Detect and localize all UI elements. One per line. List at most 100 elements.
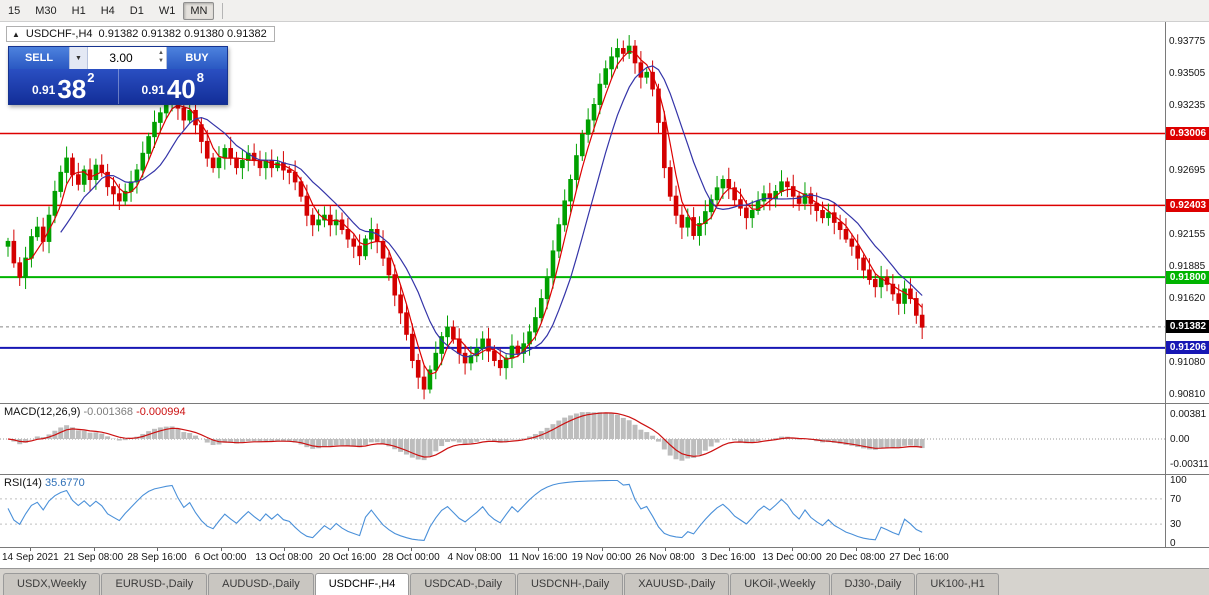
sell-price-prefix: 0.91 — [31, 83, 56, 97]
timeframe-button-m30[interactable]: M30 — [35, 4, 57, 17]
macd-axis: 0.00381 0.00 -0.00311 — [1165, 404, 1209, 474]
macd-name: MACD(12,26,9) — [4, 406, 81, 418]
price-flag-0.92403[interactable]: 0.92403 — [1166, 198, 1209, 212]
time-tick-mark — [665, 548, 666, 551]
time-tick-label: 28 Oct 00:00 — [382, 552, 440, 563]
rsi-tick: 0 — [1170, 538, 1176, 549]
timeframe-button-d1[interactable]: D1 — [129, 4, 144, 17]
volume-input[interactable] — [88, 47, 166, 69]
time-tick-label: 13 Oct 08:00 — [255, 552, 313, 563]
timeframe-button-w1[interactable]: W1 — [158, 4, 176, 17]
spin-down-icon[interactable]: ▼ — [158, 58, 164, 65]
chart-symbol-label: USDCHF-,H4 — [25, 28, 93, 40]
time-tick-mark — [538, 548, 539, 551]
chart-tab-uk100-h1[interactable]: UK100-,H1 — [916, 573, 999, 595]
time-tick-mark — [855, 548, 857, 551]
toolbar-separator — [222, 2, 224, 19]
time-tick-label: 21 Sep 08:00 — [63, 552, 124, 563]
macd-tick: -0.00311 — [1170, 459, 1209, 470]
chevron-down-icon: ▼ — [75, 54, 82, 62]
buy-button[interactable]: BUY — [167, 47, 227, 69]
chart-tab-xauusd-daily[interactable]: XAUUSD-,Daily — [624, 573, 730, 595]
time-tick-label: 27 Dec 16:00 — [889, 552, 949, 563]
price-flag-0.91206[interactable]: 0.91206 — [1166, 341, 1209, 355]
buy-price-prefix: 0.91 — [141, 83, 165, 97]
rsi-tick: 30 — [1170, 519, 1182, 531]
macd-histogram — [11, 412, 925, 461]
time-tick-label: 28 Sep 16:00 — [127, 552, 187, 563]
time-tick-mark — [792, 548, 793, 551]
time-tick-label: 4 Nov 08:00 — [447, 552, 502, 563]
candlestick-series — [5, 35, 925, 400]
time-tick-label: 13 Dec 00:00 — [762, 552, 822, 563]
chart-tab-usdx-weekly[interactable]: USDX,Weekly — [3, 573, 101, 595]
chart-tab-audusd-daily[interactable]: AUDUSD-,Daily — [208, 573, 314, 595]
volume-stepper[interactable]: ▲ ▼ — [158, 49, 164, 66]
price-tick: 0.90810 — [1169, 389, 1206, 400]
main-chart-panel[interactable]: ▲ USDCHF-,H4 0.91382 0.91382 0.91380 0.9… — [0, 22, 1209, 403]
rsi-label: RSI(14) 35.6770 — [4, 477, 85, 489]
chart-title-bar[interactable]: ▲ USDCHF-,H4 0.91382 0.91382 0.91380 0.9… — [6, 26, 275, 42]
chart-tab-usdcnh-daily[interactable]: USDCNH-,Daily — [516, 573, 624, 595]
rsi-name: RSI(14) — [4, 477, 42, 489]
macd-tick: 0.00 — [1170, 434, 1190, 445]
time-axis[interactable]: 14 Sep 2021 21 Sep 08:00 28 Sep 16:00 6 Oct… — [0, 547, 1209, 568]
chart-tab-usdchf-h4[interactable]: USDCHF-,H4 — [314, 573, 410, 595]
timeframe-button-h4[interactable]: H4 — [100, 4, 115, 17]
price-flag-0.91800[interactable]: 0.91800 — [1166, 270, 1209, 284]
price-tick: 0.93505 — [1169, 68, 1206, 80]
sell-price-display[interactable]: 0.91 38 2 — [9, 69, 119, 104]
macd-value-signal: -0.000994 — [136, 406, 186, 418]
timeframe-toolbar: 15 M30 H1 H4 D1 W1 MN — [0, 0, 1209, 22]
rsi-line — [7, 479, 923, 541]
price-flag-0.93006[interactable]: 0.93006 — [1166, 127, 1209, 141]
volume-dropdown-button[interactable]: ▼ — [69, 47, 88, 69]
time-tick-label: 20 Dec 08:00 — [825, 552, 886, 563]
ma-slow-line — [60, 65, 923, 358]
price-tick: 0.91885 — [1169, 261, 1206, 272]
price-tick: 0.93235 — [1169, 100, 1206, 112]
chart-tab-dj30-daily[interactable]: DJ30-,Daily — [830, 573, 916, 595]
price-flag-0.91382[interactable]: 0.91382 — [1166, 320, 1209, 334]
macd-signal-line — [7, 412, 923, 458]
rsi-panel: RSI(14) 35.6770 100 70 30 0 — [0, 474, 1209, 549]
macd-tick: 0.00381 — [1170, 409, 1207, 420]
price-tick: 0.91620 — [1169, 292, 1206, 304]
buy-price-point: 8 — [196, 70, 204, 85]
time-tick-mark — [919, 548, 920, 551]
timeframe-button-15[interactable]: 15 — [8, 4, 21, 17]
sell-price-pips: 38 — [57, 73, 87, 104]
rsi-value: 35.6770 — [44, 477, 85, 489]
sell-button[interactable]: SELL — [9, 47, 69, 69]
time-tick-label: 11 Nov 16:00 — [508, 552, 568, 563]
time-tick-label: 6 Oct 00:00 — [194, 552, 247, 563]
chart-tab-ukoil-weekly[interactable]: UKOil-,Weekly — [730, 573, 830, 595]
time-tick-mark — [601, 548, 603, 551]
macd-value-main: -0.001368 — [83, 406, 134, 418]
chart-tab-eurusd-daily[interactable]: EURUSD-,Daily — [101, 573, 208, 595]
rsi-tick: 70 — [1170, 493, 1182, 505]
time-tick-mark — [220, 548, 222, 551]
candlestick-chart[interactable] — [0, 22, 1165, 403]
time-tick-label: 3 Dec 16:00 — [701, 552, 756, 563]
time-tick-label: 20 Oct 16:00 — [318, 552, 377, 563]
buy-price-pips: 40 — [166, 73, 196, 104]
time-tick-label: 19 Nov 00:00 — [571, 552, 632, 563]
timeframe-button-h1[interactable]: H1 — [71, 4, 86, 17]
time-tick-mark — [411, 548, 412, 551]
price-tick: 0.92155 — [1169, 228, 1206, 240]
price-axis[interactable]: 0.937750.935050.932350.929650.926950.921… — [1165, 22, 1209, 403]
rsi-axis: 100 70 30 0 — [1165, 475, 1209, 549]
time-tick-label: 14 Sep 2021 — [2, 552, 59, 563]
chart-tab-usdcad-daily[interactable]: USDCAD-,Daily — [410, 573, 516, 595]
timeframe-button-mn[interactable]: MN — [183, 1, 215, 20]
time-tick-label: 26 Nov 08:00 — [635, 552, 695, 563]
price-tick: 0.91080 — [1169, 356, 1206, 368]
time-tick-mark — [93, 548, 95, 551]
rsi-tick: 100 — [1170, 475, 1187, 486]
collapse-icon[interactable]: ▲ — [12, 29, 20, 39]
spin-up-icon[interactable]: ▲ — [158, 50, 164, 56]
time-tick-mark — [284, 548, 285, 551]
macd-label: MACD(12,26,9) -0.001368 -0.000994 — [4, 406, 186, 418]
buy-price-display[interactable]: 0.91 40 8 — [119, 69, 228, 104]
